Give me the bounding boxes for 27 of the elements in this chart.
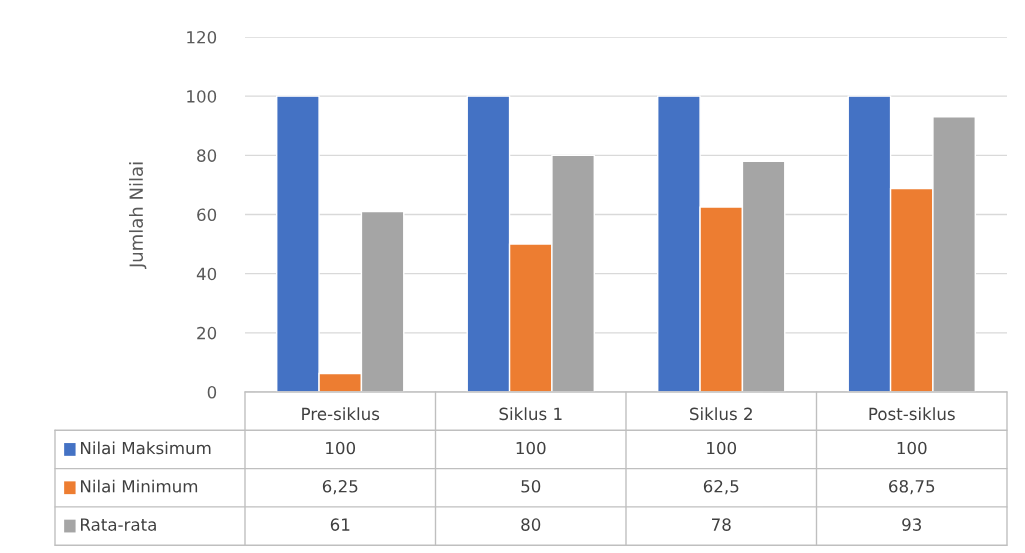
data-label: 100 bbox=[326, 441, 356, 455]
x-tick-label: Pre-siklus bbox=[302, 407, 380, 421]
data-label: 100 bbox=[707, 441, 737, 455]
x-tick-label: Siklus 1 bbox=[499, 407, 562, 421]
data-label: 100 bbox=[516, 441, 546, 455]
data-label: 62,5 bbox=[703, 479, 739, 495]
data-label: 6,25 bbox=[322, 479, 358, 495]
legend-label: Rata-rata bbox=[81, 518, 156, 531]
y-tick-label: 80 bbox=[197, 149, 217, 162]
y-tick-label: 40 bbox=[196, 267, 217, 281]
legend-label: Nilai Minimum bbox=[81, 479, 198, 493]
data-label: 78 bbox=[712, 518, 731, 531]
y-tick-label: 120 bbox=[187, 30, 217, 44]
data-label: 100 bbox=[897, 441, 927, 455]
data-label: 50 bbox=[521, 479, 541, 493]
data-label: 68,75 bbox=[889, 479, 935, 495]
y-tick-label: 20 bbox=[197, 326, 217, 340]
x-tick-label: Siklus 2 bbox=[690, 407, 752, 421]
y-tick-label: 60 bbox=[197, 208, 217, 222]
y-axis-title: Jumlah Nilai bbox=[129, 162, 147, 270]
data-label: 93 bbox=[902, 518, 922, 531]
y-tick-label: 0 bbox=[207, 385, 217, 399]
x-tick-label: Post-siklus bbox=[869, 407, 955, 421]
legend-label: Nilai Maksimum bbox=[81, 441, 211, 455]
y-tick-label: 100 bbox=[187, 90, 217, 103]
data-label: 61 bbox=[330, 518, 350, 531]
data-label: 80 bbox=[521, 518, 541, 531]
